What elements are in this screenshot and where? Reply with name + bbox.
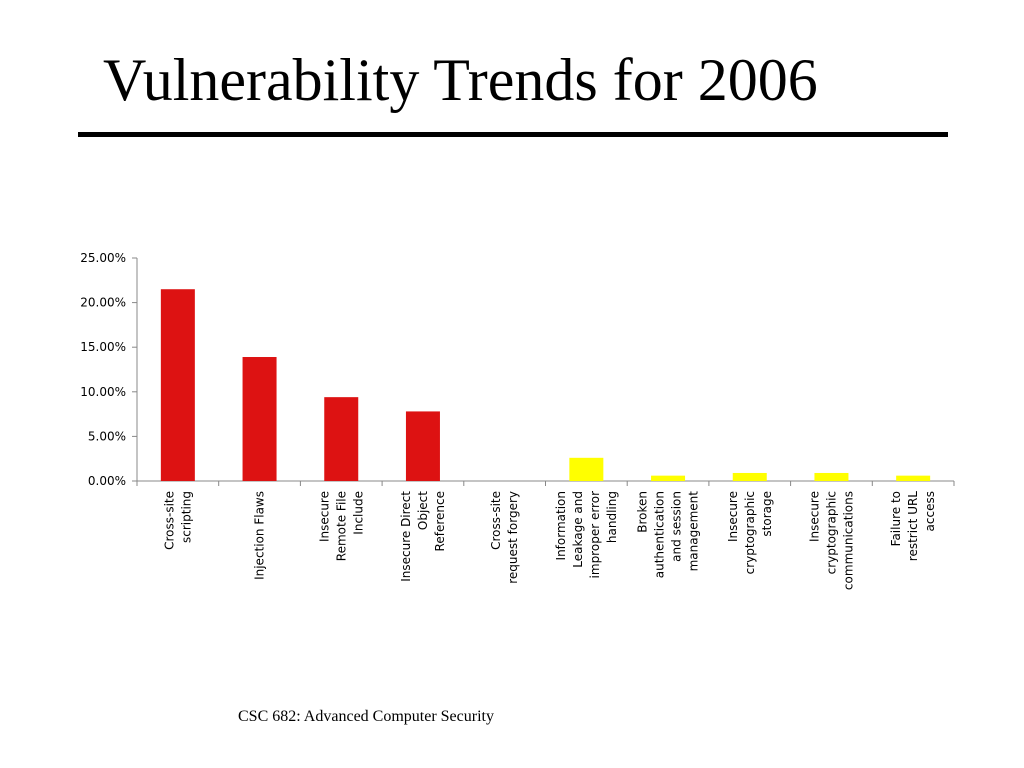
x-tick-label-line: improper error: [588, 491, 602, 579]
bar: [896, 475, 931, 481]
x-tick-label-line: Insecure Direct: [399, 491, 413, 582]
x-tick-label-line: Injection Flaws: [253, 491, 267, 580]
bar: [569, 457, 604, 481]
x-tick-label-line: Reference: [433, 491, 447, 551]
bar: [324, 397, 359, 481]
bar: [732, 472, 767, 481]
y-tick-label: 10.00%: [80, 385, 126, 399]
x-tick-label-line: Object: [416, 491, 430, 530]
x-tick-label-line: Insecure: [807, 491, 821, 542]
x-tick-label-line: Insecure: [317, 491, 331, 542]
x-tick-label: Information Leakage and improper error hand…: [554, 491, 619, 579]
y-tick-label: 5.00%: [88, 429, 126, 443]
y-tick-label: 25.00%: [80, 251, 126, 265]
bar: [242, 357, 277, 481]
x-tick-label-line: Cross-site: [489, 491, 503, 550]
x-tick-label: Cross-site scripting: [162, 491, 193, 550]
x-tick-label-line: Information: [554, 491, 568, 560]
x-tick-label-line: Leakage and: [571, 491, 585, 568]
x-tick-label-line: management: [687, 491, 701, 572]
title-divider: [78, 132, 948, 137]
y-tick-label: 20.00%: [80, 296, 126, 310]
x-tick-label-line: request forgery: [506, 491, 520, 584]
x-tick-label: Cross-site request forgery: [489, 491, 520, 584]
bar: [651, 475, 686, 481]
y-tick-label: 0.00%: [88, 474, 126, 488]
x-tick-label-line: restrict URL: [906, 491, 920, 562]
x-tick-label: Insecure Remote File Include: [317, 491, 365, 561]
x-tick-label: Failure to restrict URL access: [889, 491, 937, 562]
x-tick-label-line: Cross-site: [162, 491, 176, 550]
slide-title: Vulnerability Trends for 2006: [103, 47, 818, 113]
x-tick-label-line: scripting: [179, 491, 193, 543]
x-tick-label-line: Insecure: [726, 491, 740, 542]
x-tick-label: Injection Flaws: [253, 491, 267, 580]
x-tick-label-line: handling: [605, 491, 619, 543]
x-tick-label: Insecure Direct Object Reference: [399, 491, 447, 582]
x-tick-label-line: Remote File: [334, 491, 348, 561]
x-tick-label-line: cryptographic: [743, 491, 757, 574]
slide-footer: CSC 682: Advanced Computer Security: [238, 708, 494, 725]
x-tick-label-line: authentication: [653, 491, 667, 578]
x-tick-label-line: cryptographic: [824, 491, 838, 574]
x-tick-label: Broken authentication and session managemen…: [636, 491, 701, 579]
x-tick-label-line: Include: [351, 491, 365, 535]
x-tick-label-line: and session: [670, 491, 684, 562]
y-axis: 0.00% 5.00% 10.00% 15.00% 20.00% 25.00%: [80, 251, 954, 488]
bar: [814, 472, 849, 481]
bar: [405, 411, 440, 481]
x-tick-label-line: Broken: [636, 491, 650, 533]
bar-chart: 0.00% 5.00% 10.00% 15.00% 20.00% 25.00% Cross…: [80, 251, 955, 590]
x-tick-label-line: communications: [841, 491, 855, 590]
x-axis: Cross-site scripting Injection Flaws Insecu…: [136, 481, 955, 590]
x-tick-label-line: access: [923, 491, 937, 531]
x-tick-label-line: storage: [760, 491, 774, 537]
y-tick-label: 15.00%: [80, 340, 126, 354]
bar-series: [160, 289, 931, 481]
x-tick-label-line: Failure to: [889, 491, 903, 546]
x-tick-label: Insecure cryptographic communications: [807, 491, 855, 590]
bar: [160, 289, 195, 481]
x-tick-label: Insecure cryptographic storage: [726, 491, 774, 574]
